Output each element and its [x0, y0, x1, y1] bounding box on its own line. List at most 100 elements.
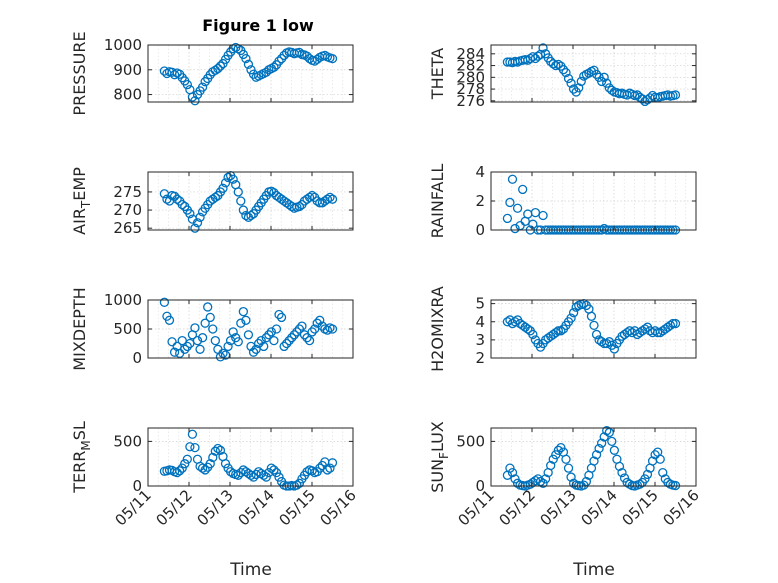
data-point [274, 56, 284, 66]
data-point [238, 205, 249, 215]
data-point [599, 72, 609, 82]
data-point [510, 317, 520, 327]
data-point [241, 315, 251, 325]
data-point [220, 459, 231, 469]
x-axis-label-left: Time [229, 560, 272, 580]
data-point [653, 327, 663, 338]
data-point [505, 463, 515, 473]
data-point [182, 80, 192, 90]
data-point [553, 445, 563, 455]
data-point [546, 460, 556, 471]
data-point [589, 320, 599, 331]
data-point [246, 470, 256, 480]
data-point [568, 84, 579, 94]
data-point [271, 467, 282, 478]
data-point [304, 335, 315, 346]
data-point [241, 53, 251, 64]
data-point [269, 335, 279, 346]
data-point [551, 327, 561, 338]
data-point [289, 330, 299, 340]
data-point [635, 479, 645, 489]
data-point [294, 47, 305, 58]
data-point [246, 341, 256, 352]
x-tick-label: 05/15 [619, 486, 662, 529]
data-point [617, 467, 627, 478]
x-tick-label: 05/16 [660, 486, 703, 529]
data-point [236, 318, 246, 328]
axes-frame [147, 171, 354, 231]
data-point [292, 327, 302, 337]
data-point [294, 201, 305, 212]
data-point [670, 90, 681, 100]
data-point [619, 473, 630, 483]
y-tick-label: 900 [113, 61, 142, 79]
axes-frame [490, 427, 697, 487]
data-point [269, 62, 279, 72]
data-point [594, 443, 604, 454]
data-point [655, 454, 665, 464]
y-axis-label: THETA [428, 48, 447, 100]
data-point [195, 212, 205, 222]
data-point [210, 446, 220, 456]
data-point [658, 467, 668, 478]
data-point [167, 337, 177, 347]
y-tick-label: 0 [132, 349, 142, 367]
data-point [185, 209, 195, 219]
y-tick-label: 2 [475, 192, 485, 210]
data-point [530, 207, 541, 218]
y-tick-label: 284 [456, 45, 485, 63]
y-tick-label: 2 [475, 349, 485, 367]
data-point [279, 341, 289, 352]
data-point [607, 436, 617, 447]
subplot-4: 0 2 4 RAINFALL [428, 163, 697, 239]
x-tick-label: 05/13 [194, 486, 237, 529]
data-point [169, 347, 180, 357]
data-point [510, 223, 520, 234]
data-point [159, 297, 170, 307]
y-axis-label: SUNFLUX [428, 421, 451, 493]
data-point [172, 194, 182, 204]
data-point [553, 59, 563, 70]
data-point [195, 344, 205, 354]
data-point [322, 465, 333, 475]
data-point [510, 474, 520, 484]
data-point [223, 341, 233, 352]
data-point [642, 469, 653, 480]
y-tick-label: 0 [475, 221, 485, 239]
data-point [297, 321, 307, 331]
data-point [665, 320, 676, 331]
y-tick-label: 500 [456, 432, 485, 450]
data-point [327, 194, 338, 204]
data-point [538, 478, 548, 488]
y-tick-label: 278 [456, 80, 485, 98]
data-point [307, 190, 317, 201]
data-point [563, 73, 574, 84]
data-point [299, 330, 310, 340]
data-point [223, 172, 233, 183]
data-point [614, 461, 625, 472]
data-point [248, 472, 259, 482]
data-point [164, 315, 175, 325]
data-point [507, 174, 518, 184]
data-point [169, 191, 180, 201]
data-point [307, 327, 317, 337]
data-point [304, 192, 315, 203]
data-point [312, 318, 322, 328]
data-point [228, 174, 238, 184]
data-point [253, 338, 264, 349]
data-point [540, 474, 551, 484]
data-point [535, 49, 546, 60]
data-point [284, 335, 294, 346]
data-point [274, 472, 284, 482]
y-axis-label: PRESSURE [70, 31, 89, 115]
y-tick-label: 275 [113, 183, 142, 201]
data-point [187, 429, 198, 439]
data-point [294, 478, 305, 488]
y-tick-label: 1000 [104, 291, 142, 309]
y-tick-label: 3 [475, 331, 485, 349]
data-point [558, 65, 569, 75]
data-point [192, 335, 203, 346]
data-point [266, 327, 277, 337]
data-point [322, 194, 333, 204]
